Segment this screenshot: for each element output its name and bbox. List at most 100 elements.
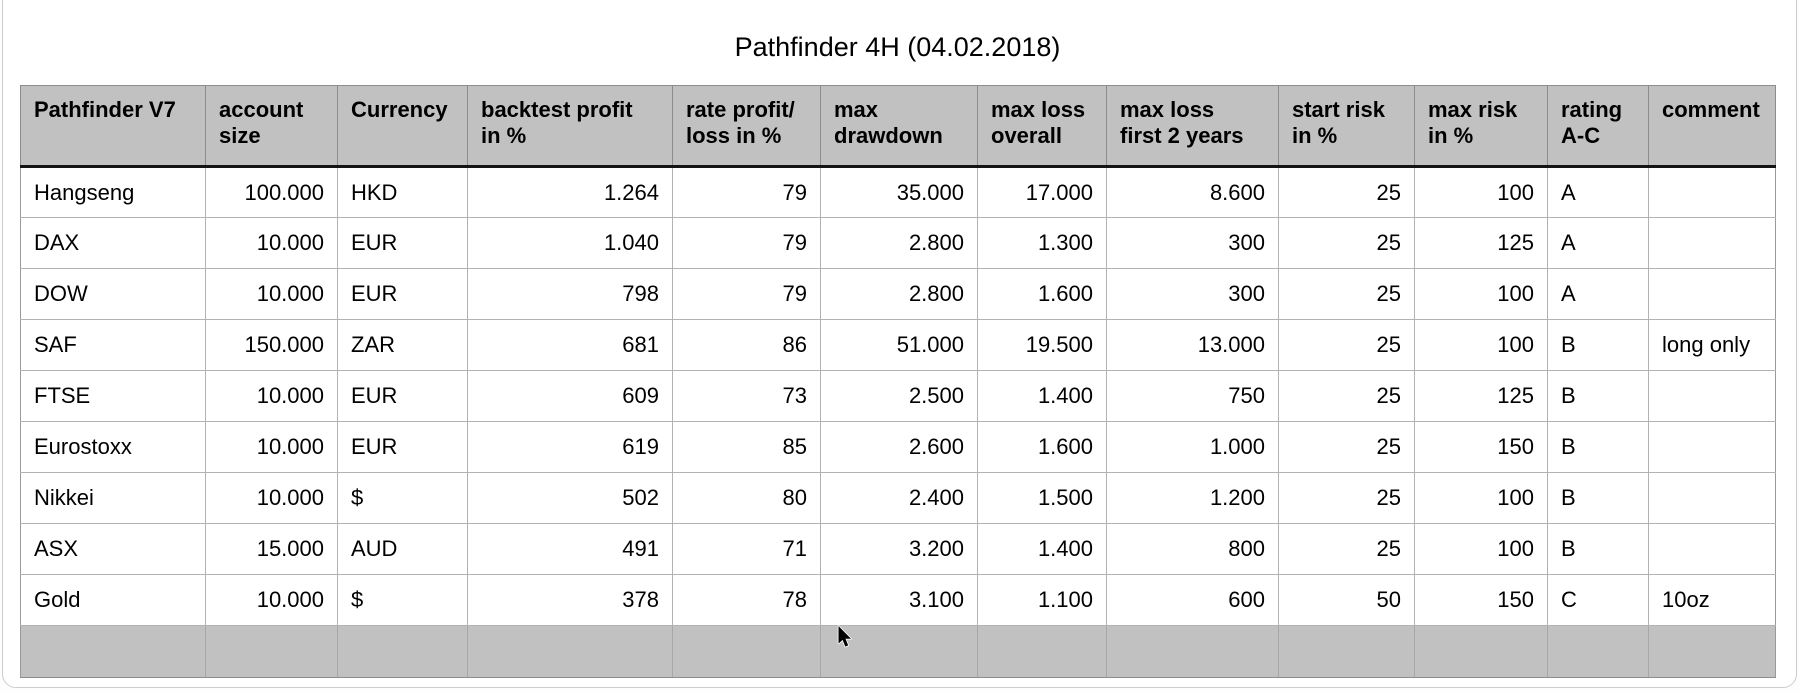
table-cell[interactable]: $ [337,574,468,626]
table-cell[interactable]: 79 [672,217,821,269]
table-cell[interactable]: 25 [1278,523,1415,575]
table-cell[interactable]: 125 [1414,217,1548,269]
table-cell[interactable]: SAF [20,319,206,371]
table-cell[interactable]: EUR [337,268,468,320]
table-cell[interactable] [337,625,468,678]
table-cell[interactable] [1414,625,1548,678]
table-cell[interactable]: A [1547,268,1649,320]
table-cell[interactable]: 35.000 [820,166,978,218]
table-cell[interactable]: 800 [1106,523,1279,575]
table-cell[interactable]: C [1547,574,1649,626]
table-cell[interactable]: 600 [1106,574,1279,626]
table-cell[interactable]: 1.600 [977,421,1107,473]
column-header-rate-profit-loss[interactable]: rate profit/ loss in % [672,85,821,168]
table-cell[interactable]: 2.400 [820,472,978,524]
table-cell[interactable]: 25 [1278,268,1415,320]
table-cell[interactable]: B [1547,421,1649,473]
table-cell[interactable] [1648,421,1776,473]
table-cell[interactable]: 150 [1414,421,1548,473]
table-cell[interactable] [1648,217,1776,269]
table-cell[interactable]: 79 [672,268,821,320]
table-cell[interactable]: 10.000 [205,574,338,626]
table-cell[interactable]: B [1547,472,1649,524]
table-cell[interactable]: 25 [1278,166,1415,218]
table-cell[interactable]: 1.400 [977,523,1107,575]
table-cell[interactable]: 1.040 [467,217,673,269]
table-cell[interactable]: 25 [1278,370,1415,422]
table-cell[interactable]: 150 [1414,574,1548,626]
table-cell[interactable]: 100 [1414,268,1548,320]
column-header-max-drawdown[interactable]: max drawdown [820,85,978,168]
table-cell[interactable]: 150.000 [205,319,338,371]
table-cell[interactable] [1648,166,1776,218]
table-cell[interactable]: 1.200 [1106,472,1279,524]
column-header-backtest-profit[interactable]: backtest profit in % [467,85,673,168]
table-cell[interactable] [1547,625,1649,678]
table-cell[interactable]: 10.000 [205,268,338,320]
table-cell[interactable]: 125 [1414,370,1548,422]
table-cell[interactable]: 80 [672,472,821,524]
table-cell[interactable]: FTSE [20,370,206,422]
table-cell[interactable]: B [1547,319,1649,371]
table-cell[interactable]: Eurostoxx [20,421,206,473]
table-cell[interactable]: Gold [20,574,206,626]
table-cell[interactable]: 1.264 [467,166,673,218]
table-cell[interactable] [1648,523,1776,575]
table-cell[interactable] [205,625,338,678]
table-cell[interactable] [20,625,206,678]
table-cell[interactable]: 78 [672,574,821,626]
table-cell[interactable]: 10.000 [205,472,338,524]
table-cell[interactable]: 13.000 [1106,319,1279,371]
table-cell[interactable]: 10.000 [205,421,338,473]
table-cell[interactable]: 10.000 [205,370,338,422]
table-cell[interactable]: 1.300 [977,217,1107,269]
column-header-max-risk[interactable]: max risk in % [1414,85,1548,168]
table-cell[interactable]: ASX [20,523,206,575]
table-cell[interactable] [672,625,821,678]
table-cell[interactable]: 100 [1414,319,1548,371]
table-cell[interactable] [1648,268,1776,320]
table-cell[interactable]: 798 [467,268,673,320]
table-cell[interactable]: 25 [1278,472,1415,524]
table-cell[interactable]: 1.000 [1106,421,1279,473]
table-cell[interactable]: 3.200 [820,523,978,575]
table-cell[interactable]: $ [337,472,468,524]
table-cell[interactable]: HKD [337,166,468,218]
table-cell[interactable]: 19.500 [977,319,1107,371]
column-header-account-size[interactable]: account size [205,85,338,168]
table-cell[interactable]: A [1547,217,1649,269]
table-cell[interactable]: 1.100 [977,574,1107,626]
table-cell[interactable]: 300 [1106,268,1279,320]
table-cell[interactable]: 50 [1278,574,1415,626]
table-cell[interactable]: 1.400 [977,370,1107,422]
table-cell[interactable]: 1.600 [977,268,1107,320]
table-cell[interactable]: B [1547,370,1649,422]
table-cell[interactable]: 79 [672,166,821,218]
table-cell[interactable]: 8.600 [1106,166,1279,218]
table-cell[interactable] [1648,472,1776,524]
table-cell[interactable]: 750 [1106,370,1279,422]
column-header-max-loss-2years[interactable]: max loss first 2 years [1106,85,1279,168]
table-cell[interactable]: EUR [337,217,468,269]
table-cell[interactable]: B [1547,523,1649,575]
column-header-comment[interactable]: comment [1648,85,1776,168]
table-cell[interactable]: 100 [1414,523,1548,575]
table-cell[interactable] [1106,625,1279,678]
table-cell[interactable] [1278,625,1415,678]
table-cell[interactable]: 100 [1414,166,1548,218]
table-cell[interactable]: 2.800 [820,217,978,269]
table-cell[interactable]: 491 [467,523,673,575]
column-header-currency[interactable]: Currency [337,85,468,168]
table-cell[interactable]: 51.000 [820,319,978,371]
column-header-instrument[interactable]: Pathfinder V7 [20,85,206,168]
table-cell[interactable] [1648,625,1776,678]
table-cell[interactable]: 681 [467,319,673,371]
table-cell[interactable]: EUR [337,421,468,473]
table-cell[interactable]: 378 [467,574,673,626]
table-cell[interactable]: A [1547,166,1649,218]
table-cell[interactable]: 619 [467,421,673,473]
table-cell[interactable]: 3.100 [820,574,978,626]
table-cell[interactable]: EUR [337,370,468,422]
table-cell[interactable]: long only [1648,319,1776,371]
table-cell[interactable]: 100 [1414,472,1548,524]
